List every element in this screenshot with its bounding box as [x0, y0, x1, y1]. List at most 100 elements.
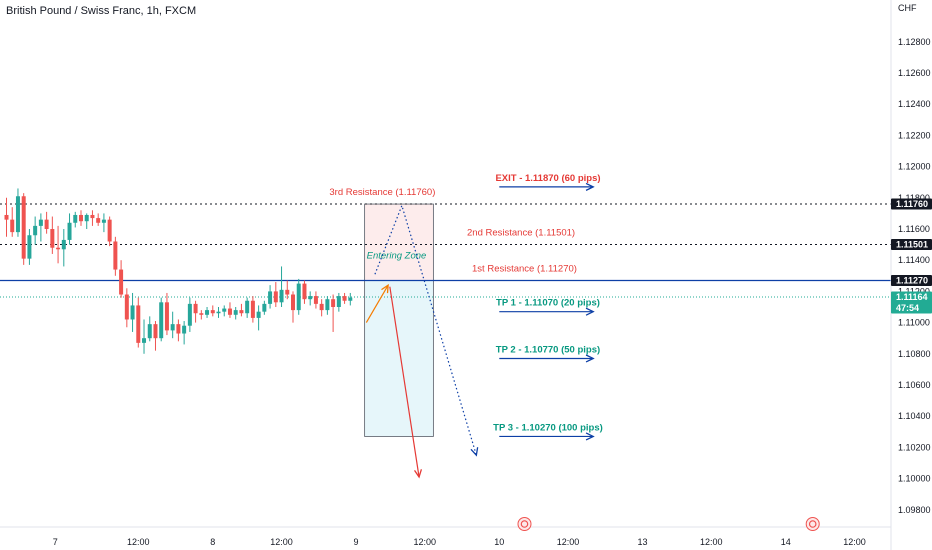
event-marker-icon [520, 520, 529, 528]
symbol-title: British Pound / Swiss Franc, 1h, FXCM [6, 5, 196, 17]
candle-body [4, 214, 9, 220]
candle-body [302, 283, 307, 300]
candle-body [113, 241, 118, 270]
resistance-label: 3rd Resistance (1.11760) [329, 187, 435, 198]
candle-body [101, 219, 106, 223]
target-arrow-head [585, 432, 595, 441]
event-marker [805, 517, 820, 531]
candle-body [348, 297, 353, 301]
time-axis[interactable]: 7 12:00 8 12:00 9 12:00 10 12:00 13 12:00 14 12:00 [53, 537, 866, 547]
price-tag-label: 1.11164 [896, 292, 928, 302]
orange-entry-arrow [365, 284, 389, 323]
x-tick-label: 9 [354, 537, 359, 547]
candle-body [210, 310, 215, 314]
candle-body [331, 299, 336, 307]
candle-body [15, 196, 20, 233]
x-tick-label: 13 [638, 537, 648, 547]
candle-body [38, 219, 43, 226]
candle-body [308, 296, 313, 300]
candle-body [233, 310, 238, 315]
event-marker [517, 517, 532, 531]
candle-body [245, 300, 250, 314]
resistance-label: 1st Resistance (1.11270) [472, 263, 577, 274]
candle-body [61, 239, 66, 250]
candle-body [313, 296, 318, 304]
y-tick-label: 1.09800 [898, 505, 931, 515]
candle-body [84, 214, 89, 222]
candle-body [73, 214, 78, 223]
candle-body [325, 299, 330, 311]
x-tick-label: 10 [494, 537, 504, 547]
candle-body [153, 324, 158, 339]
event-marker-icon [808, 520, 817, 528]
price-tag-label: 1.11760 [896, 199, 928, 209]
candle-body [291, 294, 295, 311]
blue-dotted-path [374, 203, 477, 456]
price-tag [891, 291, 932, 314]
candle-body [142, 338, 147, 343]
entry-zone-upper-box [364, 204, 434, 281]
target-label: TP 2 - 1.10770 (50 pips) [496, 344, 600, 355]
price-tag [891, 238, 932, 250]
price-tag-label: 1.11501 [896, 239, 928, 249]
candle-body [336, 296, 341, 307]
target-arrow-head [585, 354, 595, 363]
countdown-label: 47:54 [896, 303, 919, 313]
candle-body [285, 289, 290, 295]
target-label: TP 3 - 1.10270 (100 pips) [493, 422, 603, 433]
x-tick-label: 12:00 [557, 537, 580, 547]
resistance-label: 2nd Resistance (1.11501) [467, 227, 575, 238]
x-tick-label: 7 [53, 537, 58, 547]
y-tick-label: 1.12400 [898, 99, 931, 109]
price-tag [891, 198, 932, 210]
target-arrow-head [585, 307, 595, 316]
y-tick-label: 1.10000 [898, 474, 931, 484]
candle-body [205, 310, 210, 315]
y-tick-label: 1.11600 [898, 224, 930, 234]
x-tick-label: 8 [210, 537, 215, 547]
price-tag [891, 274, 932, 286]
y-tick-label: 1.11400 [898, 255, 930, 265]
price-tag-label: 1.11270 [896, 275, 928, 285]
candle-body [319, 303, 324, 311]
y-tick-label: 1.12800 [898, 37, 931, 47]
x-tick-label: 12:00 [843, 537, 866, 547]
candle-body [50, 229, 55, 248]
candle-body [222, 308, 227, 312]
x-tick-label: 12:00 [700, 537, 723, 547]
candle-body [279, 289, 284, 303]
candle-body [193, 303, 198, 314]
red-drop-arrow-head [413, 469, 423, 479]
y-tick-label: 1.10400 [898, 411, 931, 421]
candle-body [342, 296, 347, 301]
candle-body [159, 302, 164, 339]
candle-body [164, 302, 169, 331]
candle-body [96, 218, 101, 223]
candle-body [176, 324, 181, 334]
y-tick-label: 1.12600 [898, 68, 931, 78]
candle-body [10, 219, 15, 233]
candle-body [250, 300, 255, 318]
red-drop-arrow [389, 286, 420, 478]
levels-layer [0, 203, 891, 298]
candle-body [119, 269, 124, 295]
y-tick-label: 1.11800 [898, 193, 930, 203]
y-tick-label: 1.11200 [898, 286, 930, 296]
y-tick-label: 1.12200 [898, 130, 931, 140]
candle-body [239, 310, 244, 314]
event-markers-layer [517, 517, 820, 531]
price-axis[interactable]: 1.12800 1.12600 1.12400 1.12200 1.12000 1.118… [898, 37, 931, 515]
y-tick-label: 1.11000 [898, 318, 930, 328]
zones-layer [364, 203, 434, 437]
candle-body [256, 311, 261, 318]
candle-body [67, 222, 72, 240]
target-label: TP 1 - 1.11070 (20 pips) [496, 298, 600, 309]
candle-body [136, 305, 141, 343]
candle-body [33, 225, 38, 236]
candle-body [216, 311, 221, 314]
y-tick-label: 1.10800 [898, 349, 931, 359]
candle-body [170, 324, 175, 331]
